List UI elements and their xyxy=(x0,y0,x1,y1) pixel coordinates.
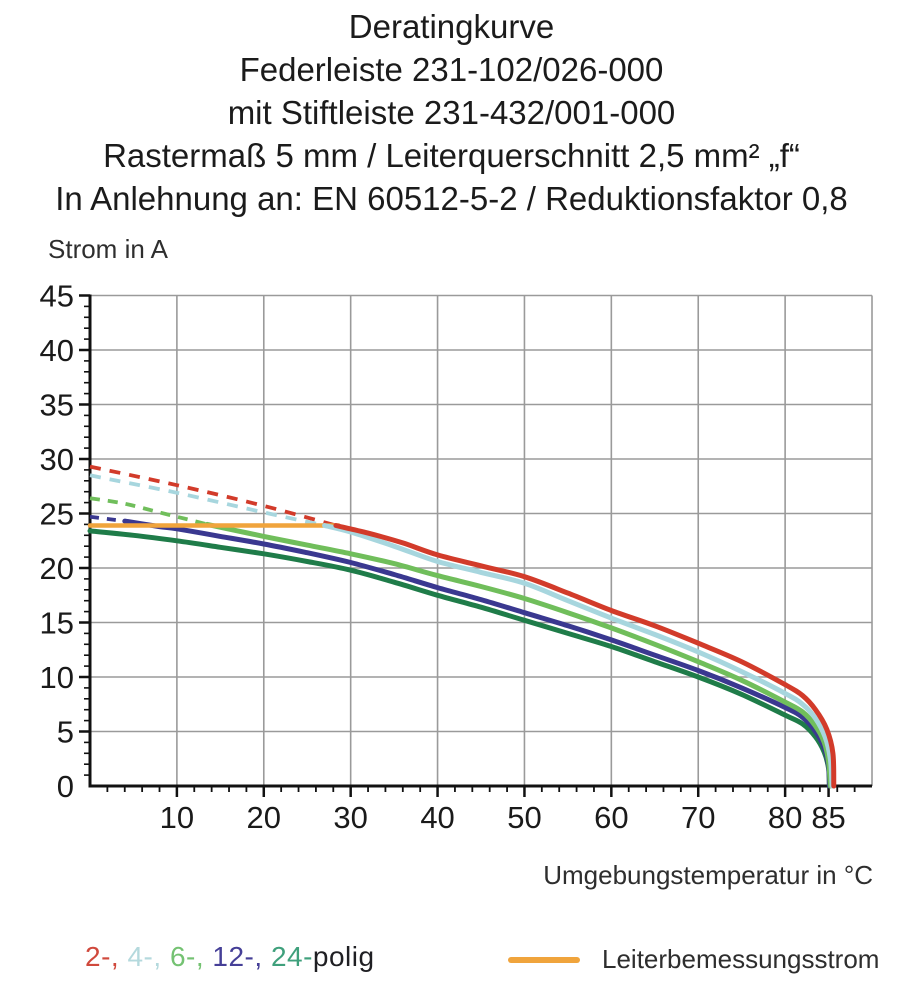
dashed-curve-12-polig xyxy=(89,514,126,523)
poles-legend: 2-, 4-, 6-, 12-, 24-polig xyxy=(85,941,375,973)
dashed-curve-4-polig xyxy=(89,473,326,528)
curve-4-polig xyxy=(322,523,835,789)
x-tick-label-50: 50 xyxy=(507,800,541,835)
dashed-curve-2-polig xyxy=(89,464,337,528)
y-tick-label-30: 30 xyxy=(40,442,74,477)
x-tick-label-70: 70 xyxy=(681,800,715,835)
legend-pole-2: 2-, xyxy=(85,941,128,972)
y-tick-label-5: 5 xyxy=(57,715,74,750)
chart-title-line-3: mit Stiftleiste 231-432/001-000 xyxy=(227,94,676,131)
y-tick-label-10: 10 xyxy=(40,660,74,695)
curve-6-polig xyxy=(204,521,833,789)
legend-pole-12: 12-, xyxy=(212,941,271,972)
x-tick-label-30: 30 xyxy=(333,800,367,835)
rated-current-label: Leiterbemessungsstrom xyxy=(602,944,880,974)
y-tick-label-35: 35 xyxy=(40,388,74,423)
chart-title-line-4: Rastermaß 5 mm / Leiterquerschnitt 2,5 m… xyxy=(103,137,800,174)
curves xyxy=(87,518,837,789)
rated-current-legend: Leiterbemessungsstrom xyxy=(508,944,879,975)
plot-axes xyxy=(88,294,873,788)
plot-ticks xyxy=(79,294,856,797)
curve-12-polig xyxy=(122,518,832,789)
chart-title-line-2: Federleiste 231-102/026-000 xyxy=(239,51,664,88)
y-tick-label-0: 0 xyxy=(57,769,74,804)
y-tick-label-15: 15 xyxy=(40,606,74,641)
dashed-curve-6-polig xyxy=(89,496,208,527)
x-tick-label-20: 20 xyxy=(247,800,281,835)
legend-pole-24: 24- xyxy=(270,941,313,972)
chart-title-line-5: In Anlehnung an: EN 60512-5-2 / Reduktio… xyxy=(55,180,848,217)
x-tick-label-40: 40 xyxy=(420,800,454,835)
x-tick-label-80: 80 xyxy=(768,800,802,835)
plot-tick-labels: 10 20 30 40 50 60 70 80 85 0 5 10 15 20 25 30 35 40 45 xyxy=(40,279,846,836)
derating-plot: 10 20 30 40 50 60 70 80 85 0 5 10 15 20 25 30 35 40 45 xyxy=(40,279,873,836)
y-tick-label-20: 20 xyxy=(40,551,74,586)
y-axis-title: Strom in A xyxy=(48,234,168,264)
legend-pole-4: 4-, xyxy=(127,941,170,972)
curve-2-polig xyxy=(333,523,837,789)
chart-title-line-1: Deratingkurve xyxy=(348,8,555,45)
plot-grid xyxy=(90,294,873,786)
rated-current-line-swatch xyxy=(508,956,580,963)
curve-dashed-extensions xyxy=(89,464,337,528)
x-tick-label-85: 85 xyxy=(811,800,845,835)
y-tick-label-45: 45 xyxy=(40,279,74,314)
chart-title-block: Deratingkurve Federleiste 231-102/026-00… xyxy=(0,5,903,220)
y-tick-label-40: 40 xyxy=(40,333,74,368)
x-tick-label-60: 60 xyxy=(594,800,628,835)
x-tick-label-10: 10 xyxy=(160,800,194,835)
curve-24-polig xyxy=(87,528,832,789)
legend-pole-suffix: polig xyxy=(312,941,375,972)
legend-pole-6: 6-, xyxy=(169,941,213,972)
y-tick-label-25: 25 xyxy=(40,497,74,532)
x-axis-title: Umgebungstemperatur in °C xyxy=(543,860,873,890)
